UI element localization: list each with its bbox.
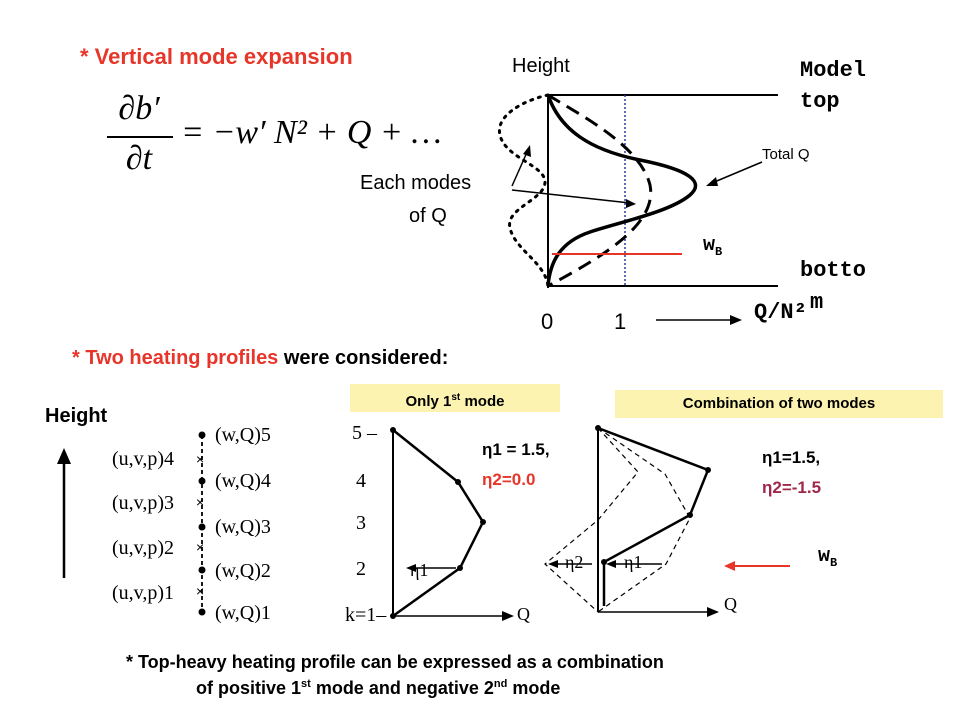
footnote-line1: * Top-heavy heating profile can be expre…: [126, 652, 664, 672]
profile2-q-label: Q: [724, 594, 737, 614]
profile1-tick-5: 5 –: [352, 422, 377, 444]
grid-wq-3: (w,Q)3: [215, 516, 271, 538]
profile1-title: Only 1st mode: [350, 384, 560, 412]
each-modes-label-2: of Q: [409, 205, 447, 227]
grid-w-point-4: [198, 477, 206, 485]
top-tick-1: 1: [614, 309, 627, 334]
grid-wq-5: (w,Q)5: [215, 424, 271, 446]
profile1-tick-1: k=1–: [345, 604, 387, 626]
profile1-eta2-value: η2=0.0: [482, 470, 536, 489]
total-q-arrowhead: [706, 177, 718, 186]
grid-uvp-mark-2: ×: [196, 539, 204, 555]
mode-curve-dotted: [498, 93, 550, 288]
bottom-label-2: m: [810, 290, 824, 315]
profile1-eta1-value: η1 = 1.5,: [482, 440, 550, 459]
profile1-q-label: Q: [517, 604, 530, 624]
equation-numerator-d: ∂: [118, 90, 136, 127]
profile2-eta1-value: η1=1.5,: [762, 448, 821, 467]
total-q-curve: [546, 94, 698, 287]
grid-wq-1: (w,Q)1: [215, 602, 271, 624]
profile2-wb-arrowhead: [724, 561, 735, 571]
equation-rhs: = −w′ N² + Q + …: [181, 114, 442, 151]
top-xaxis-arrowhead: [730, 315, 742, 325]
grid-uvp-2: (u,v,p)2: [112, 537, 175, 559]
grid-uvp-3: (u,v,p)3: [112, 492, 175, 514]
bottom-label-1: botto: [800, 258, 867, 283]
profile2-mode2-curve: [544, 427, 639, 613]
wb-label-top: wB: [703, 234, 723, 259]
total-q-label: Total Q: [762, 146, 810, 163]
grid-uvp-mark-3: ×: [196, 494, 204, 510]
grid-uvp-4: (u,v,p)4: [112, 448, 175, 470]
profile1-eta1-label: η1: [410, 560, 429, 580]
equation-numerator-var: b′: [135, 90, 160, 127]
total-q-arrow: [711, 161, 763, 184]
grid-uvp-1: (u,v,p)1: [112, 582, 175, 604]
fraction-bar: [107, 136, 173, 138]
grid-wq-2: (w,Q)2: [215, 560, 271, 582]
profile2-eta1-label: η1: [624, 552, 643, 572]
profile1-point-5: [390, 427, 396, 433]
profile2-xaxis-arrowhead: [707, 607, 719, 617]
profile2-eta1-arrowhead: [606, 560, 616, 568]
profile1-tick-4: 4: [356, 470, 366, 492]
profile2-point-2: [601, 559, 607, 565]
profile1-point-4: [455, 479, 461, 485]
top-xaxis-label: Q/N²: [754, 300, 807, 325]
each-mode-arrowhead-2: [626, 199, 636, 208]
profile2-eta2-value: η2=-1.5: [762, 478, 822, 497]
each-mode-arrowhead-1: [523, 145, 531, 157]
profile1-xaxis-arrowhead: [502, 611, 514, 621]
mode-curve-dashed: [547, 93, 653, 288]
profile1-tick-3: 3: [356, 512, 366, 534]
profile2-wb-label: wB: [818, 545, 838, 570]
profile1-eta1-arrowhead: [406, 564, 416, 572]
footnote-line2: of positive 1st mode and negative 2nd mo…: [196, 678, 561, 698]
profile2-title: Combination of two modes: [615, 390, 943, 418]
each-mode-arrow-2: [511, 189, 631, 204]
model-top-label-2: top: [800, 89, 840, 114]
profile2-point-4: [705, 467, 711, 473]
grid-uvp-mark-1: ×: [196, 583, 204, 599]
grid-uvp-mark-4: ×: [196, 451, 204, 467]
grid-height-label: Height: [45, 405, 108, 427]
model-top-label-1: Model: [800, 58, 867, 83]
heading-two-black: were considered:: [278, 347, 449, 369]
equation-denominator: ∂t: [125, 140, 153, 177]
profile1-point-1: [390, 613, 396, 619]
profile2-mode1-curve: [597, 427, 691, 613]
profile2-point-3: [687, 512, 693, 518]
top-height-label: Height: [512, 55, 570, 77]
profile2-eta2-label: η2: [565, 552, 584, 572]
profile2-point-5: [595, 425, 601, 431]
grid-wq-4: (w,Q)4: [215, 470, 271, 492]
profile1-tick-2: 2: [356, 558, 366, 580]
top-tick-0: 0: [541, 309, 554, 334]
heading-two-red: * Two heating profiles: [72, 347, 279, 369]
each-mode-arrow-1: [511, 149, 529, 187]
grid-w-point-3: [198, 523, 206, 531]
heading-two-profiles: * Two heating profiles were considered:: [72, 347, 448, 370]
grid-height-arrowhead: [57, 448, 71, 464]
each-modes-label-1: Each modes: [360, 172, 472, 194]
profile1-point-3: [480, 519, 486, 525]
profile1-point-2: [457, 565, 463, 571]
title-vertical-mode: * Vertical mode expansion: [80, 44, 353, 69]
profile2-eta2-arrowhead: [548, 560, 558, 568]
grid-w-point-1: [198, 608, 206, 616]
grid-w-point-2: [198, 566, 206, 574]
grid-w-point-5: [198, 431, 206, 439]
